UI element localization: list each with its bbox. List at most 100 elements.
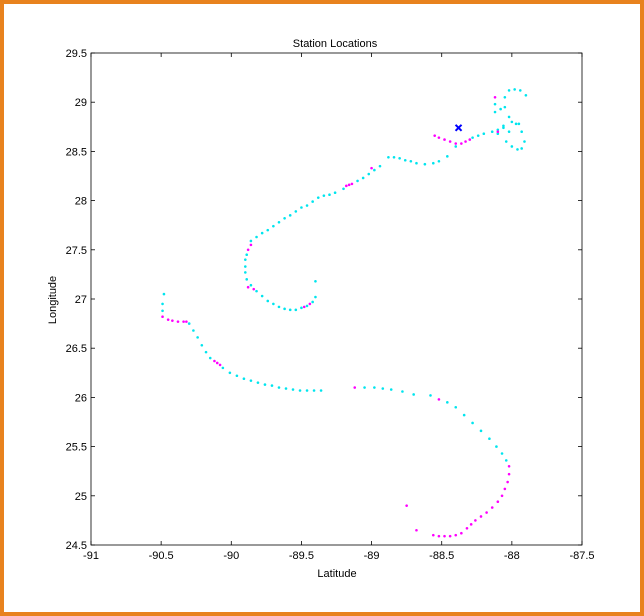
data-point-magenta xyxy=(405,504,408,507)
data-point-cyan xyxy=(263,383,267,386)
data-point-cyan xyxy=(462,413,466,417)
data-point-cyan xyxy=(518,89,522,92)
data-point-cyan xyxy=(242,377,246,381)
data-point-cyan xyxy=(272,302,275,306)
data-point-magenta xyxy=(437,398,441,401)
data-point-cyan xyxy=(260,231,264,235)
y-axis-label: Longitude xyxy=(47,276,59,324)
data-point-magenta xyxy=(166,318,170,321)
data-point-cyan xyxy=(283,307,286,311)
data-point-cyan xyxy=(507,89,511,92)
data-point-magenta xyxy=(464,140,467,143)
data-point-cyan xyxy=(288,308,292,312)
data-point-cyan xyxy=(221,366,225,370)
data-point-magenta xyxy=(249,243,253,247)
data-point-cyan xyxy=(245,253,249,257)
data-point-cyan xyxy=(300,306,303,310)
data-point-cyan xyxy=(387,156,390,159)
data-point-cyan xyxy=(311,200,314,203)
data-point-cyan xyxy=(454,145,458,148)
chart-title: Station Locations xyxy=(293,38,378,50)
data-point-cyan xyxy=(479,429,483,433)
y-axis: 24.5 25 25.5 26 26.5 27 27.5 28 28.5 29 29.5 xyxy=(66,48,582,552)
data-point-magenta xyxy=(485,511,488,514)
data-point-cyan xyxy=(503,105,507,109)
data-point-magenta xyxy=(252,287,256,291)
data-point-cyan xyxy=(510,120,514,124)
x-tick-label: -87.5 xyxy=(569,550,594,562)
data-point-cyan xyxy=(429,394,432,397)
data-point-magenta xyxy=(493,95,497,99)
data-point-magenta xyxy=(437,534,441,538)
data-point-cyan xyxy=(300,206,303,209)
data-point-cyan xyxy=(249,379,253,382)
data-point-cyan xyxy=(161,302,164,306)
data-point-magenta xyxy=(308,302,312,306)
data-point-cyan xyxy=(322,194,326,197)
y-tick-label: 28 xyxy=(75,196,87,208)
data-point-cyan xyxy=(520,130,523,134)
data-point-cyan xyxy=(409,159,413,163)
data-point-cyan xyxy=(311,300,314,304)
data-point-magenta xyxy=(454,533,458,537)
data-point-magenta xyxy=(176,320,180,323)
data-point-cyan xyxy=(446,401,449,404)
data-point-cyan xyxy=(204,350,208,354)
data-point-cyan xyxy=(244,271,247,274)
data-point-cyan xyxy=(277,220,281,224)
data-point-cyan xyxy=(333,191,337,195)
data-point-cyan xyxy=(504,140,508,143)
data-point-cyan xyxy=(502,126,505,130)
data-point-cyan xyxy=(510,145,514,148)
data-point-cyan xyxy=(244,258,247,261)
data-point-magenta xyxy=(161,315,164,319)
data-point-cyan xyxy=(520,147,523,150)
data-point-magenta xyxy=(507,472,511,476)
data-point-cyan xyxy=(192,329,195,332)
data-point-cyan xyxy=(517,122,521,126)
data-point-magenta xyxy=(347,183,351,187)
data-point-cyan xyxy=(500,452,504,455)
data-point-cyan xyxy=(373,386,376,389)
y-tick-label: 29.5 xyxy=(66,48,87,60)
data-point-magenta xyxy=(185,320,188,323)
data-point-cyan xyxy=(514,122,518,126)
scatter-chart: Station Locations -91 -90.5 -90 -89.5 -89 -88… xyxy=(47,38,595,580)
data-point-magenta xyxy=(302,305,306,309)
data-point-cyan xyxy=(513,88,516,91)
data-point-cyan xyxy=(328,193,331,196)
data-point-cyan xyxy=(256,381,260,384)
data-point-magenta xyxy=(468,138,472,141)
data-point-cyan xyxy=(454,405,458,409)
data-point-cyan xyxy=(283,217,286,220)
y-tick-label: 26.5 xyxy=(66,343,87,355)
data-point-magenta xyxy=(213,359,216,363)
data-point-magenta xyxy=(215,361,219,365)
data-point-cyan xyxy=(298,389,302,392)
data-point-cyan xyxy=(493,102,497,106)
plot-area xyxy=(90,52,583,546)
data-point-cyan xyxy=(493,110,497,114)
x-tick-label: -91 xyxy=(83,550,99,562)
data-point-cyan xyxy=(277,386,281,389)
data-point-magenta xyxy=(370,166,373,170)
data-point-magenta xyxy=(479,515,483,518)
data-point-cyan xyxy=(488,437,491,441)
data-point-magenta xyxy=(437,136,441,139)
data-point-magenta xyxy=(503,487,507,491)
data-point-cyan xyxy=(270,384,274,387)
data-point-cyan xyxy=(235,374,239,378)
data-point-cyan xyxy=(490,130,494,134)
y-tick-label: 26 xyxy=(75,392,87,404)
data-point-magenta xyxy=(460,142,463,145)
x-tick-label: -90 xyxy=(223,550,239,562)
data-point-cyan xyxy=(389,388,393,391)
x-tick-label: -90.5 xyxy=(149,550,174,562)
data-point-cyan xyxy=(503,95,507,99)
data-point-cyan xyxy=(516,148,519,151)
data-point-cyan xyxy=(495,445,498,448)
data-point-magenta xyxy=(448,140,452,143)
data-point-cyan xyxy=(398,156,401,160)
y-tick-label: 25.5 xyxy=(66,442,87,454)
